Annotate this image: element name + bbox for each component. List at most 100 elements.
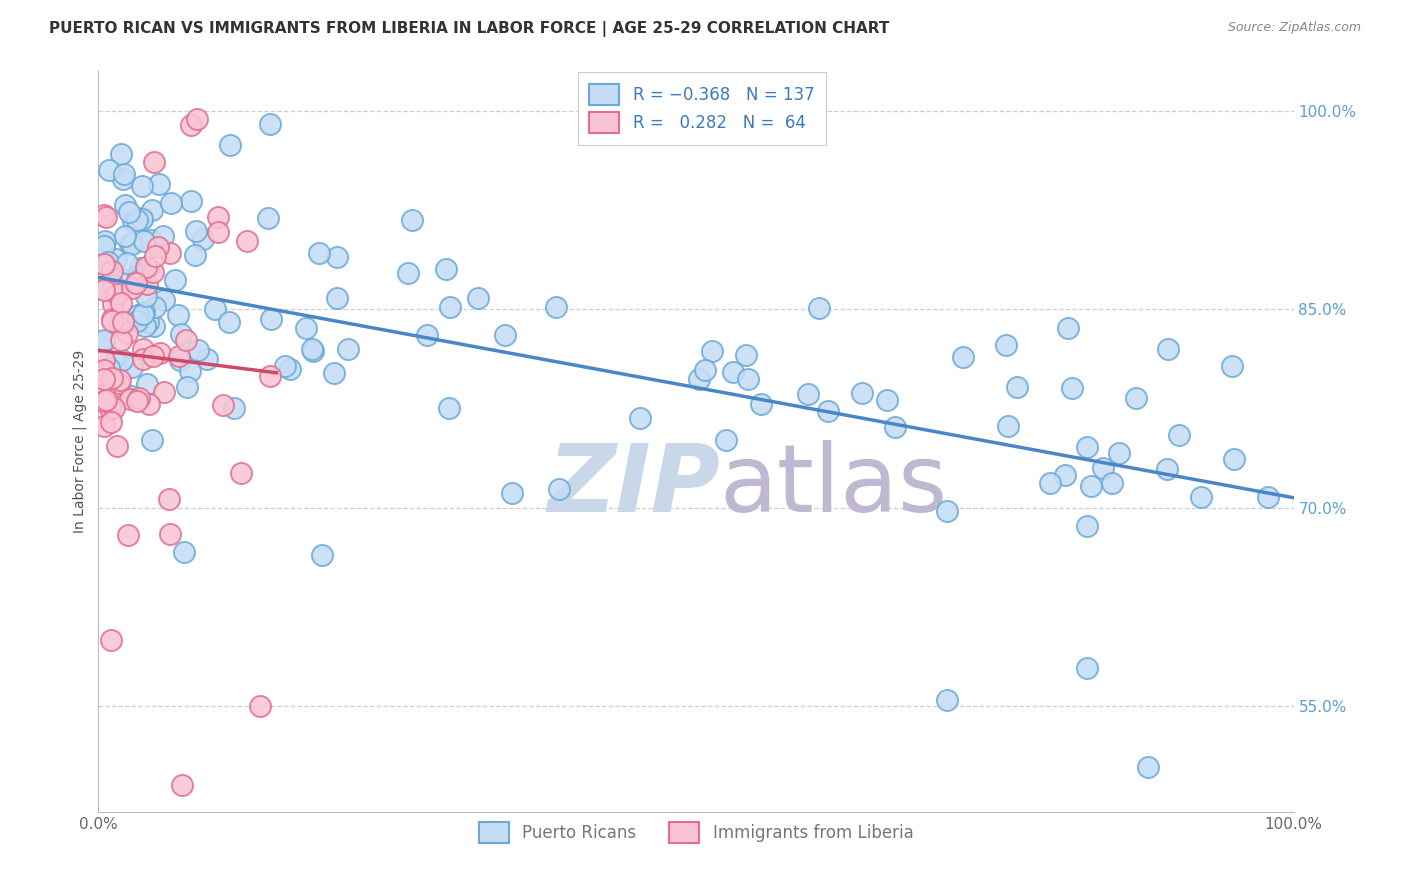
Point xyxy=(280,362,302,376)
Point xyxy=(121,281,143,295)
Point xyxy=(146,240,169,254)
Point xyxy=(173,545,195,559)
Point xyxy=(749,397,772,411)
Point xyxy=(434,262,457,277)
Point xyxy=(110,295,132,310)
Point xyxy=(98,360,121,375)
Point xyxy=(121,213,143,227)
Point xyxy=(135,376,157,391)
Point xyxy=(121,360,143,375)
Point xyxy=(169,352,191,367)
Point xyxy=(105,355,128,369)
Point xyxy=(148,177,170,191)
Point xyxy=(132,305,155,319)
Point xyxy=(131,211,153,225)
Point xyxy=(132,351,155,366)
Point xyxy=(135,260,157,275)
Point xyxy=(153,293,176,307)
Point xyxy=(884,420,907,434)
Point xyxy=(93,333,115,347)
Point xyxy=(179,363,201,377)
Point xyxy=(142,350,165,364)
Point xyxy=(114,198,136,212)
Point xyxy=(1057,321,1080,335)
Point xyxy=(396,266,419,280)
Point xyxy=(236,234,259,248)
Point xyxy=(96,392,118,407)
Point xyxy=(108,376,131,390)
Y-axis label: In Labor Force | Age 25-29: In Labor Force | Age 25-29 xyxy=(73,350,87,533)
Point xyxy=(1007,380,1029,394)
Point xyxy=(166,308,188,322)
Point xyxy=(1189,490,1212,504)
Point xyxy=(93,369,115,384)
Point xyxy=(218,315,240,329)
Point xyxy=(136,277,159,292)
Point xyxy=(152,229,174,244)
Point xyxy=(1076,518,1098,533)
Point xyxy=(93,283,115,297)
Point xyxy=(219,137,242,152)
Point xyxy=(107,318,129,332)
Point xyxy=(138,397,160,411)
Point xyxy=(337,342,360,356)
Point xyxy=(111,172,134,186)
Point xyxy=(117,204,139,219)
Point xyxy=(134,318,156,333)
Point xyxy=(93,256,115,270)
Point xyxy=(127,269,149,284)
Point xyxy=(494,328,516,343)
Point xyxy=(693,363,716,377)
Point xyxy=(936,504,959,518)
Point xyxy=(93,368,115,383)
Point xyxy=(952,350,974,364)
Point xyxy=(93,372,115,386)
Point xyxy=(326,251,349,265)
Point xyxy=(153,385,176,400)
Point xyxy=(547,482,569,496)
Point xyxy=(1053,468,1076,483)
Point xyxy=(141,202,163,217)
Point xyxy=(108,373,131,387)
Point xyxy=(125,277,148,291)
Point xyxy=(1076,661,1098,675)
Point xyxy=(114,229,136,244)
Text: atlas: atlas xyxy=(720,440,948,532)
Point xyxy=(142,265,165,279)
Point xyxy=(93,282,115,296)
Point xyxy=(93,238,115,252)
Point xyxy=(128,391,150,405)
Point xyxy=(193,232,215,246)
Point xyxy=(93,419,115,434)
Point xyxy=(121,236,143,251)
Point xyxy=(101,314,124,328)
Point xyxy=(1220,359,1243,374)
Point xyxy=(546,301,568,315)
Point xyxy=(143,249,166,263)
Point xyxy=(1125,391,1147,405)
Point xyxy=(145,300,167,314)
Point xyxy=(94,234,117,248)
Point xyxy=(195,351,218,366)
Point xyxy=(439,300,461,314)
Point xyxy=(142,318,165,333)
Point xyxy=(807,301,830,315)
Point xyxy=(141,233,163,247)
Point xyxy=(302,344,325,359)
Point xyxy=(1092,461,1115,475)
Point xyxy=(997,419,1019,434)
Point xyxy=(308,246,330,260)
Point xyxy=(120,389,142,403)
Point xyxy=(734,348,756,362)
Point xyxy=(93,382,115,396)
Point xyxy=(125,212,148,227)
Point xyxy=(1223,452,1246,467)
Point xyxy=(101,370,124,384)
Point xyxy=(1257,490,1279,504)
Point xyxy=(1108,446,1130,460)
Point xyxy=(180,194,202,209)
Point xyxy=(737,372,759,386)
Point xyxy=(170,778,193,792)
Point xyxy=(136,261,159,276)
Point xyxy=(134,235,156,249)
